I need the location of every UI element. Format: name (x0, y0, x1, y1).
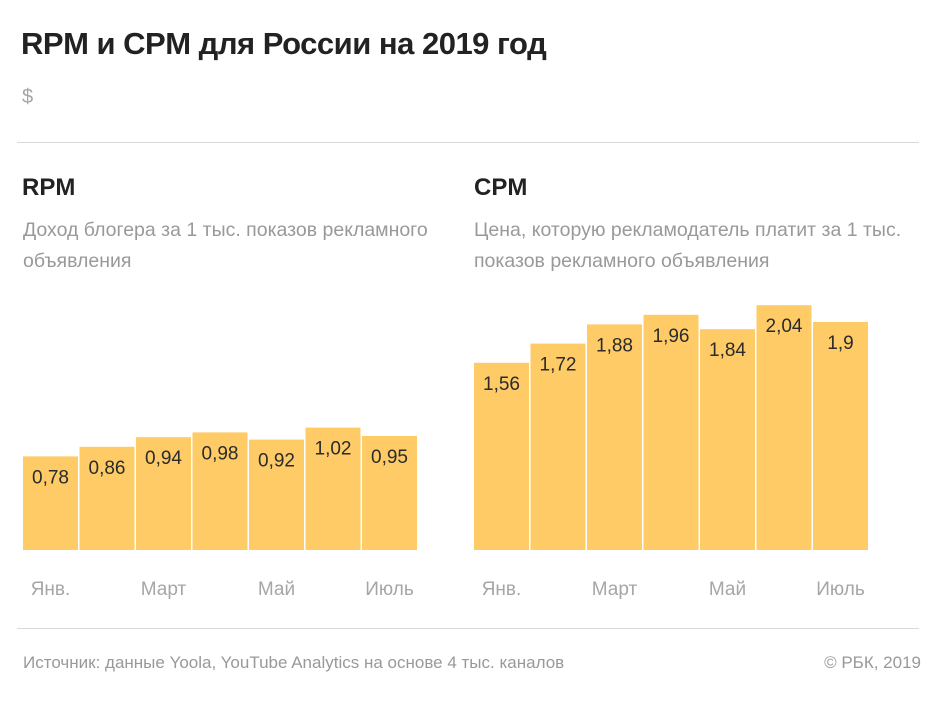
source-note: Источник: данные Yoola, YouTube Analytic… (23, 653, 565, 672)
cpm-bar-6 (813, 322, 868, 550)
cpm-value-label-0: 1,56 (483, 374, 520, 395)
rpm-bar-chart: 0,78 0,86 0,94 0,98 0,92 1,02 0,95 Янв. Март Май И… (23, 427, 417, 600)
cpm-bar-2 (587, 324, 642, 550)
cpm-bar-5 (756, 305, 812, 550)
rpm-x-tick-label-2: Май (258, 579, 295, 600)
rpm-value-label-5: 1,02 (315, 439, 352, 460)
copyright: © РБК, 2019 (824, 653, 921, 672)
cpm-x-tick-label-0: Янв. (482, 579, 522, 600)
rpm-value-label-0: 0,78 (32, 467, 69, 488)
rpm-bar-3 (192, 432, 248, 550)
cpm-value-label-6: 1,9 (827, 333, 853, 354)
cpm-chart-title: CPM (474, 174, 528, 201)
cpm-value-label-3: 1,96 (653, 326, 690, 347)
rpm-x-tick-label-1: Март (141, 579, 187, 600)
page-title: RPM и CPM для России на 2019 год (21, 26, 547, 61)
rpm-bar-5 (305, 427, 361, 550)
rpm-bar-6 (362, 436, 417, 550)
cpm-value-label-1: 1,72 (540, 355, 577, 376)
cpm-chart-subtitle: Цена, которую рекламодатель платит за 1 … (474, 219, 902, 272)
rpm-x-tick-label-3: Июль (365, 579, 414, 600)
rpm-value-label-2: 0,94 (145, 448, 182, 469)
bottom-divider (17, 628, 919, 629)
rpm-value-label-6: 0,95 (371, 447, 408, 468)
rpm-bar-4 (249, 439, 304, 550)
rpm-bar-0 (23, 456, 78, 550)
cpm-bar-chart: 1,56 1,72 1,88 1,96 1,84 2,04 1,9 Янв. Март Май Ию… (474, 305, 868, 600)
rpm-chart-subtitle: Доход блогера за 1 тыс. показов рекламно… (23, 219, 428, 272)
top-divider (17, 142, 919, 143)
cpm-x-tick-label-3: Июль (816, 579, 865, 600)
rpm-value-label-1: 0,86 (89, 458, 126, 479)
rpm-chart-title: RPM (22, 174, 76, 201)
rpm-bar-2 (136, 437, 191, 550)
rpm-x-tick-label-0: Янв. (31, 579, 71, 600)
unit-label: $ (22, 86, 34, 108)
cpm-value-label-4: 1,84 (709, 340, 746, 361)
cpm-x-tick-label-1: Март (592, 579, 638, 600)
cpm-value-label-5: 2,04 (766, 316, 803, 337)
cpm-bar-0 (474, 362, 529, 550)
rpm-value-label-4: 0,92 (258, 451, 295, 472)
cpm-x-tick-label-2: Май (709, 579, 746, 600)
cpm-bar-1 (530, 343, 586, 550)
cpm-bar-4 (700, 329, 755, 550)
cpm-value-label-2: 1,88 (596, 335, 633, 356)
cpm-bar-3 (643, 314, 699, 550)
rpm-value-label-3: 0,98 (202, 443, 239, 464)
rpm-bar-1 (79, 446, 135, 550)
